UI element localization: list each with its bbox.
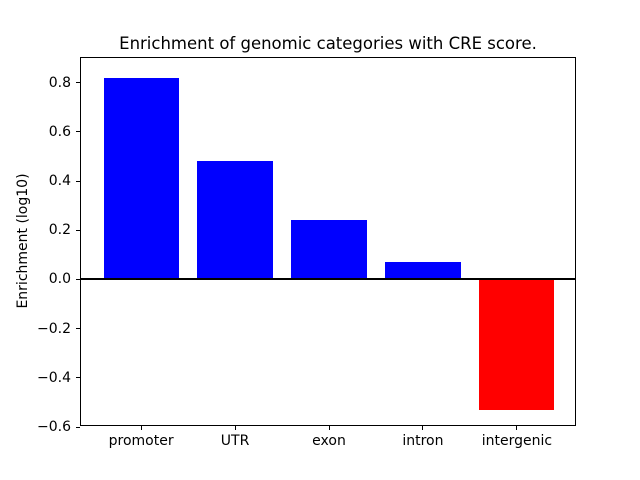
y-tick-−0.6 xyxy=(76,426,80,428)
y-tick-0.0 xyxy=(76,278,80,280)
x-tick-exon xyxy=(328,426,330,430)
y-tick-label-0.0: 0.0 xyxy=(48,271,71,288)
zero-line xyxy=(81,278,575,281)
x-tick-label-promoter: promoter xyxy=(108,433,174,449)
x-tick-label-exon: exon xyxy=(312,433,346,449)
y-tick-−0.4 xyxy=(76,377,80,379)
bar-intergenic xyxy=(479,279,555,410)
y-tick-0.8 xyxy=(76,82,80,84)
x-tick-promoter xyxy=(140,426,142,430)
y-tick-label-0.2: 0.2 xyxy=(48,222,71,239)
y-tick-−0.2 xyxy=(76,328,80,330)
y-tick-label-−0.2: −0.2 xyxy=(37,320,71,337)
bar-UTR xyxy=(197,161,273,280)
y-axis-label: Enrichment (log10) xyxy=(15,173,31,309)
x-tick-label-intron: intron xyxy=(402,433,444,449)
plot-area: −0.6 −0.4 −0.2 0.0 0.2 0.4 0.6 0.8 promoter UTR ex… xyxy=(37,57,576,449)
y-tick-0.6 xyxy=(76,131,80,133)
y-tick-label-0.8: 0.8 xyxy=(48,74,71,91)
y-tick-0.4 xyxy=(76,180,80,182)
y-tick-0.2 xyxy=(76,229,80,231)
y-tick-label-0.4: 0.4 xyxy=(48,173,71,189)
bar-exon xyxy=(291,220,367,280)
x-tick-UTR xyxy=(234,426,236,430)
x-tick-intron xyxy=(422,426,424,430)
chart-title: Enrichment of genomic categories with CR… xyxy=(119,34,537,53)
x-tick-intergenic xyxy=(516,426,518,430)
bar-intron xyxy=(385,262,461,280)
bar-promoter xyxy=(103,77,179,280)
y-tick-label-−0.6: −0.6 xyxy=(37,419,71,435)
x-tick-label-intergenic: intergenic xyxy=(481,433,553,449)
y-tick-label-−0.4: −0.4 xyxy=(37,369,71,386)
x-tick-label-UTR: UTR xyxy=(220,433,250,449)
y-tick-label-0.6: 0.6 xyxy=(48,123,71,140)
